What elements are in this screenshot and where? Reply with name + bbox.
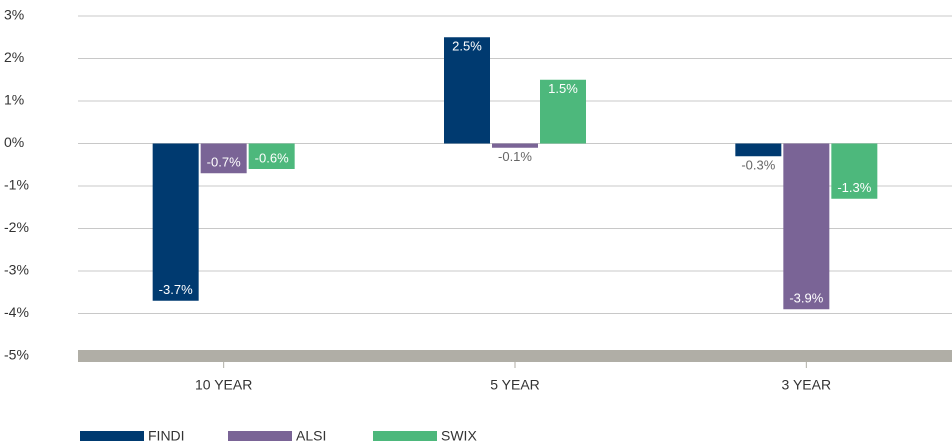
bar (444, 37, 490, 144)
y-tick-label: -4% (4, 304, 29, 320)
y-tick-label: 1% (4, 92, 24, 108)
legend-label: SWIX (441, 428, 477, 444)
legend-swatch (228, 431, 292, 441)
bar (831, 143, 878, 199)
value-label: 2.5% (452, 39, 482, 54)
bar (540, 79, 586, 144)
legend-label: FINDI (148, 428, 185, 444)
legend-label: ALSI (296, 428, 326, 444)
y-tick-label: 0% (4, 134, 24, 150)
y-tick-label: -3% (4, 262, 29, 278)
y-tick-label: -2% (4, 219, 29, 235)
value-label: -3.7% (159, 282, 193, 297)
bar (492, 143, 538, 148)
value-label: -0.7% (207, 155, 241, 170)
bar (248, 143, 295, 169)
legend-swatch (80, 431, 144, 441)
y-tick-label: 3% (4, 7, 24, 23)
x-tick-label: 10 YEAR (195, 377, 252, 393)
bar (783, 143, 830, 310)
bar (200, 143, 247, 174)
bar (152, 143, 199, 301)
y-tick-label: -5% (4, 347, 29, 363)
value-label: -0.3% (741, 158, 775, 173)
x-tick-label: 3 YEAR (782, 377, 832, 393)
legend-swatch (373, 431, 437, 441)
value-label: 1.5% (548, 81, 578, 96)
y-tick-label: 2% (4, 49, 24, 65)
y-tick-label: -1% (4, 177, 29, 193)
bar (735, 143, 782, 157)
value-label: -1.3% (837, 180, 871, 195)
value-label: -0.1% (498, 149, 532, 164)
value-label: -0.6% (255, 150, 289, 165)
x-tick-label: 5 YEAR (490, 377, 540, 393)
value-label: -3.9% (789, 291, 823, 306)
